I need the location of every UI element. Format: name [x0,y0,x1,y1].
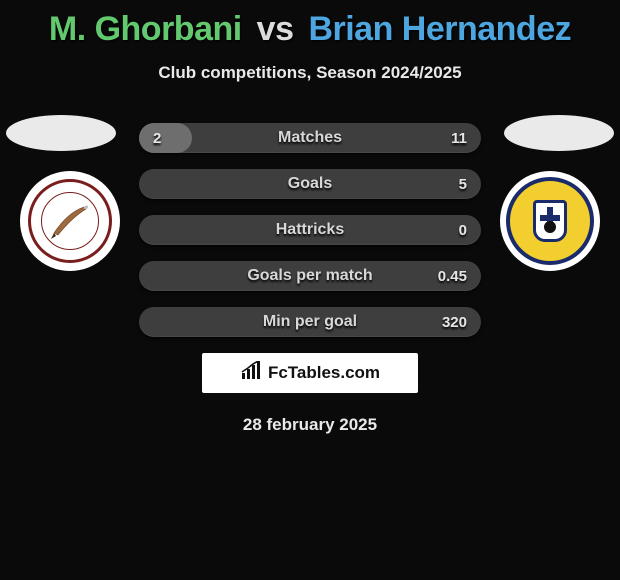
club-badge-right [500,171,600,271]
date: 28 february 2025 [0,415,620,435]
club-badge-left-ring [28,179,112,263]
stat-value-right: 320 [442,314,467,331]
stat-label: Hattricks [139,221,481,239]
page-title: M. Ghorbani vs Brian Hernandez [0,0,620,49]
chart-icon [240,361,262,386]
stat-label: Goals [139,175,481,193]
stat-label: Matches [139,129,481,147]
branding-text: FcTables.com [268,363,380,383]
ball-icon [544,221,556,233]
player2-name: Brian Hernandez [308,10,571,48]
stat-label: Min per goal [139,313,481,331]
club-badge-right-ring [506,177,594,265]
flag-ellipse-right [504,115,614,151]
stat-value-right: 0 [459,222,467,239]
stat-bar-hattricks: Hattricks 0 [139,215,481,245]
club-badge-left-core [41,192,99,250]
stat-bar-goals-per-match: Goals per match 0.45 [139,261,481,291]
club-badge-left [20,171,120,271]
stat-value-right: 11 [451,130,467,147]
branding-box: FcTables.com [202,353,418,393]
stat-bar-matches: 2 Matches 11 [139,123,481,153]
subtitle: Club competitions, Season 2024/2025 [0,63,620,83]
club-badge-right-shield [533,200,567,242]
sabre-icon [48,199,92,243]
stat-label: Goals per match [139,267,481,285]
stat-bars: 2 Matches 11 Goals 5 Hattricks 0 Goals p… [139,123,481,337]
vs-text: vs [257,10,294,48]
stat-bar-goals: Goals 5 [139,169,481,199]
player1-name: M. Ghorbani [49,10,242,48]
stat-value-right: 0.45 [438,268,467,285]
stat-bar-min-per-goal: Min per goal 320 [139,307,481,337]
comparison-panel: 2 Matches 11 Goals 5 Hattricks 0 Goals p… [0,123,620,435]
stat-value-right: 5 [459,176,467,193]
flag-ellipse-left [6,115,116,151]
